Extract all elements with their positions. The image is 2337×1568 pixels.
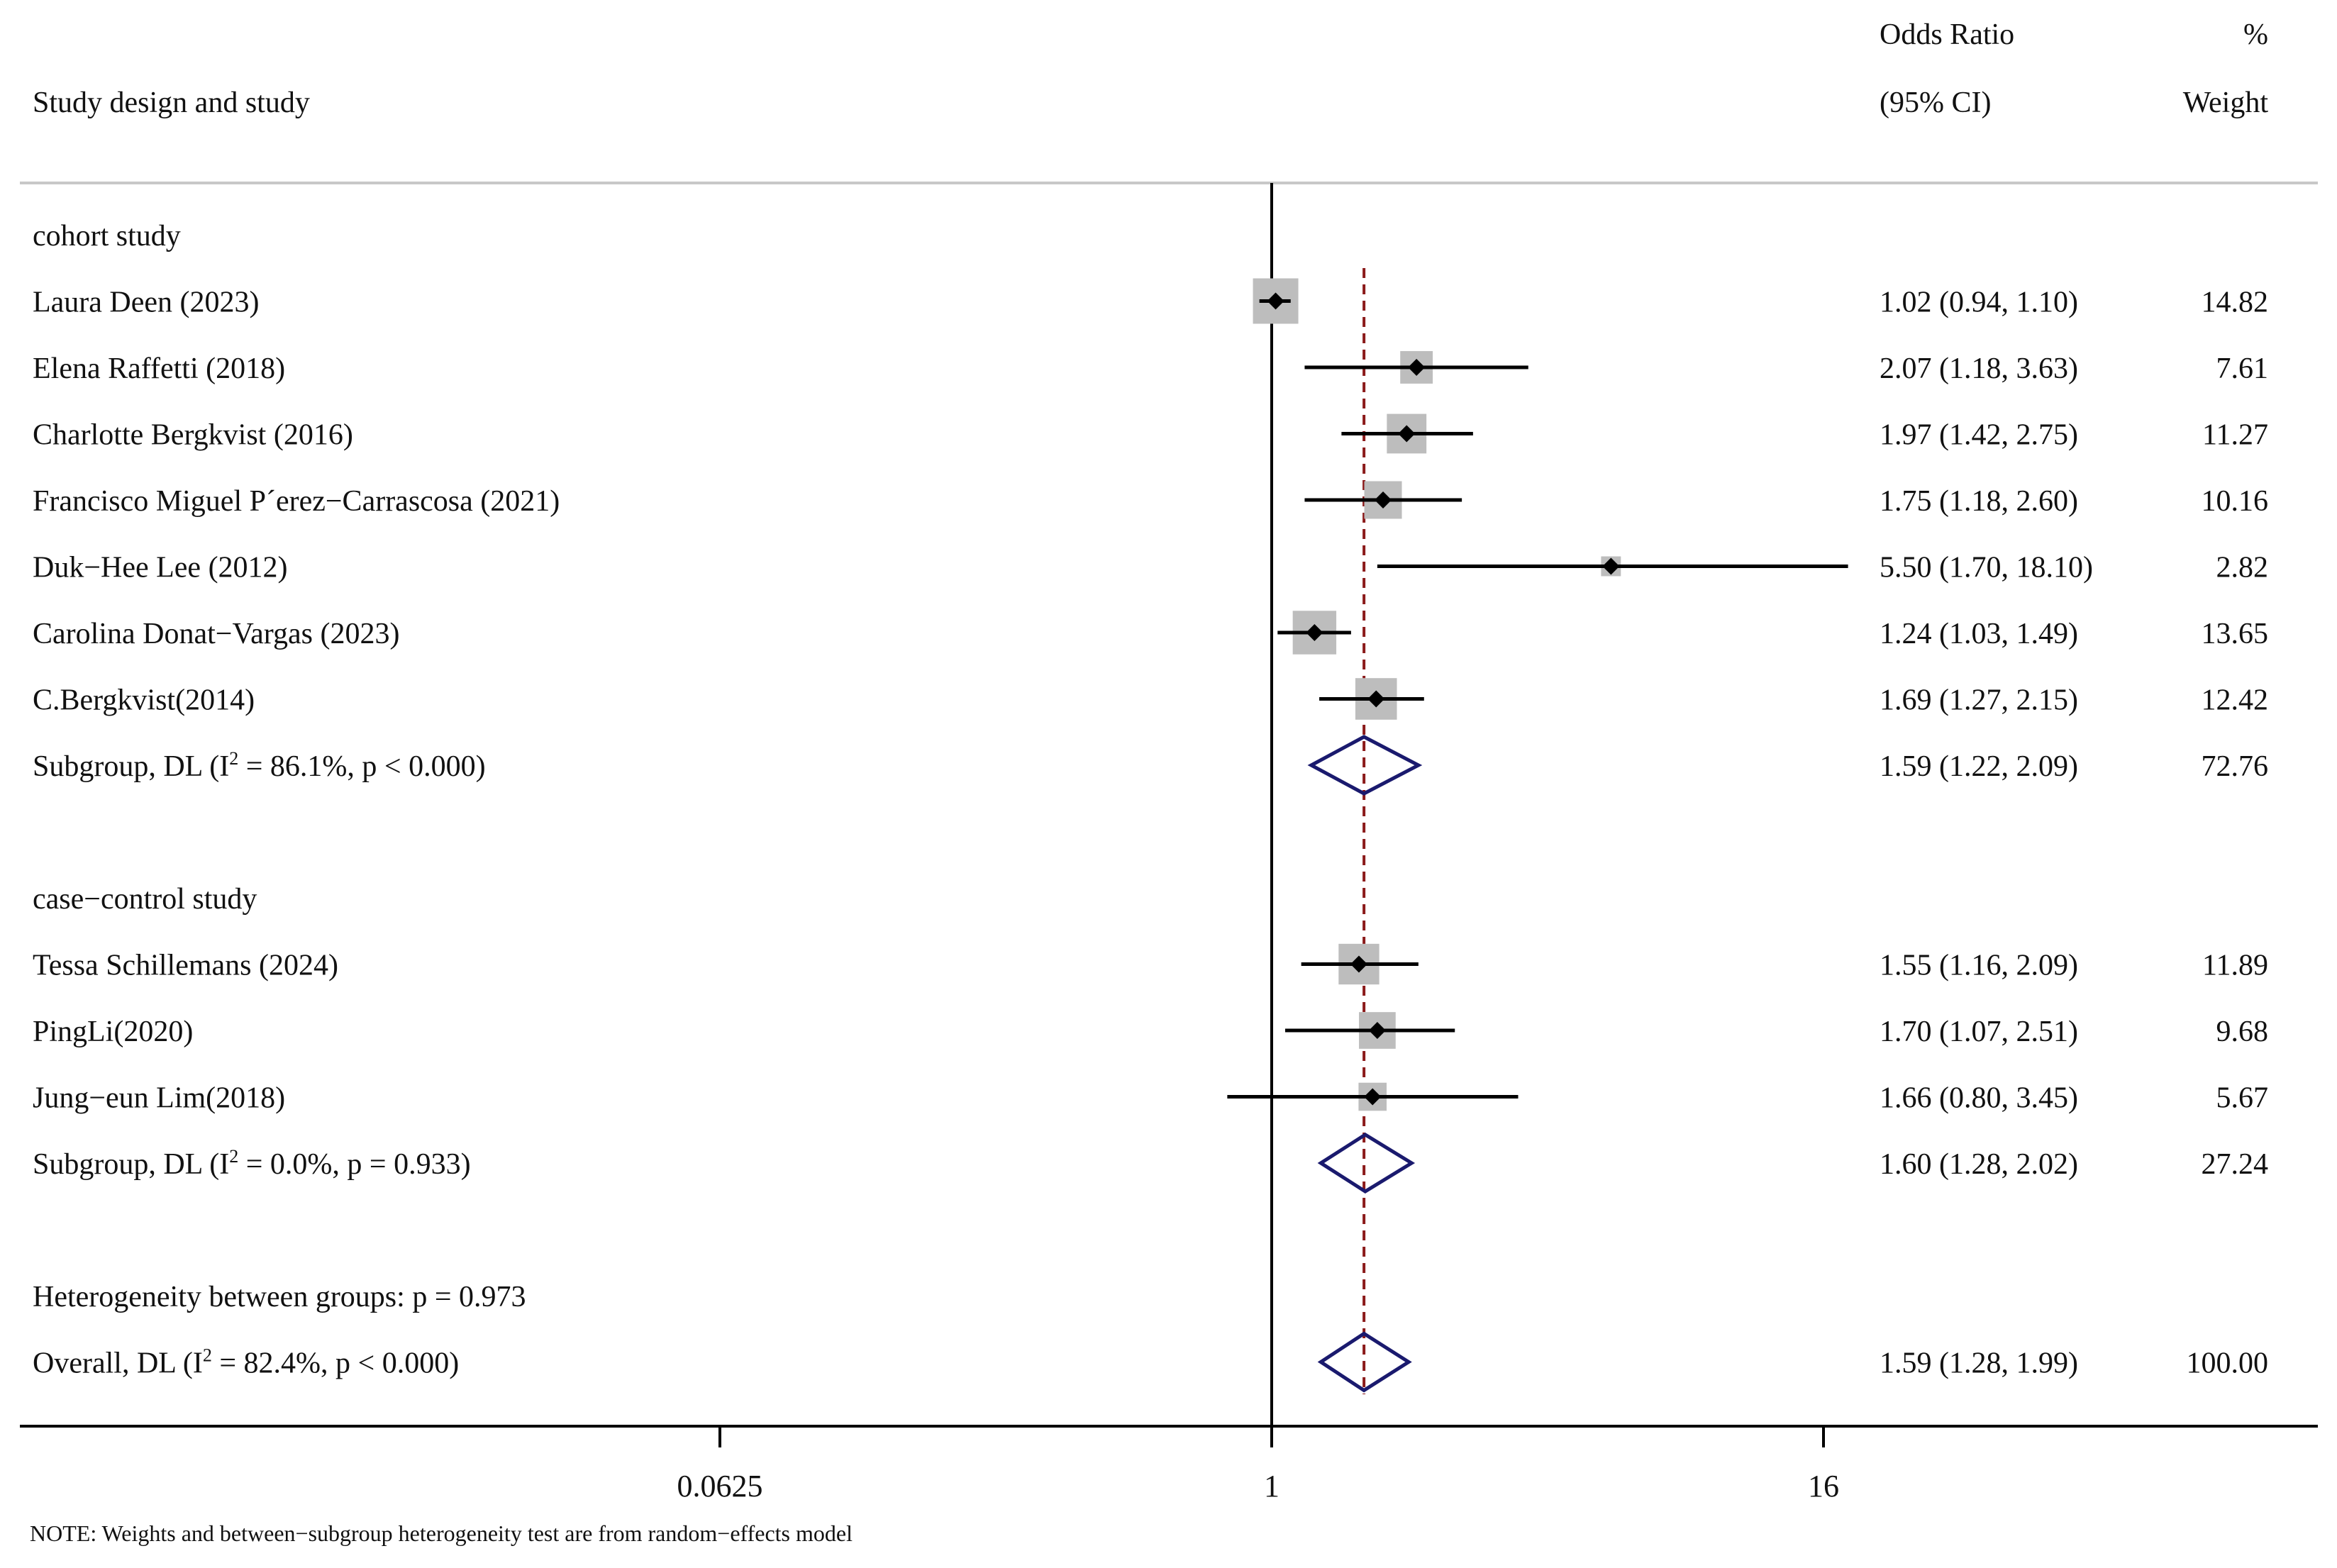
header-or-line1: Odds Ratio bbox=[1880, 18, 2014, 51]
subgroup-label-pre: Subgroup, DL (I bbox=[33, 750, 229, 783]
study-label: Carolina Donat−Vargas (2023) bbox=[33, 618, 399, 650]
weight-value: 27.24 bbox=[2202, 1148, 2269, 1181]
point-estimate-marker bbox=[1368, 1022, 1386, 1039]
study-label: Francisco Miguel P´erez−Carrascosa (2021… bbox=[33, 485, 560, 518]
point-estimate-marker bbox=[1602, 557, 1620, 575]
group-label: cohort study bbox=[33, 220, 181, 252]
group-label: case−control study bbox=[33, 883, 257, 916]
or-ci-value: 1.24 (1.03, 1.49) bbox=[1880, 618, 2078, 650]
study-label: Laura Deen (2023) bbox=[33, 287, 260, 319]
weight-value: 11.89 bbox=[2202, 950, 2268, 982]
subgroup-diamond bbox=[1307, 735, 1423, 796]
or-ci-value: 1.59 (1.22, 2.09) bbox=[1880, 750, 2078, 783]
point-estimate-marker bbox=[1408, 359, 1426, 376]
point-estimate-marker bbox=[1367, 690, 1385, 708]
weight-value: 10.16 bbox=[2202, 485, 2269, 518]
weight-value: 11.27 bbox=[2202, 419, 2268, 452]
weight-value: 14.82 bbox=[2202, 287, 2269, 319]
x-tick-label: 0.0625 bbox=[677, 1469, 763, 1503]
group-label: Heterogeneity between groups: p = 0.973 bbox=[33, 1281, 526, 1313]
header-weight-line2: Weight bbox=[2183, 87, 2269, 119]
weight-value: 7.61 bbox=[2216, 352, 2269, 385]
overall-label-post: = 82.4%, p < 0.000) bbox=[212, 1347, 459, 1380]
point-estimate-marker bbox=[1375, 491, 1392, 508]
point-estimate-marker bbox=[1398, 425, 1416, 443]
x-tick-label: 16 bbox=[1808, 1469, 1839, 1503]
or-ci-value: 1.66 (0.80, 3.45) bbox=[1880, 1082, 2078, 1115]
study-label: PingLi(2020) bbox=[33, 1016, 193, 1048]
header-weight-line1: % bbox=[2243, 18, 2268, 51]
subgroup-label-post: = 86.1%, p < 0.000) bbox=[238, 750, 485, 783]
or-ci-value: 1.97 (1.42, 2.75) bbox=[1880, 419, 2078, 452]
or-ci-value: 1.75 (1.18, 2.60) bbox=[1880, 485, 2078, 518]
subgroup-label-post: = 0.0%, p = 0.933) bbox=[238, 1148, 470, 1181]
weight-value: 2.82 bbox=[2216, 552, 2269, 584]
weight-value: 5.67 bbox=[2216, 1082, 2269, 1115]
or-ci-value: 5.50 (1.70, 18.10) bbox=[1880, 552, 2093, 584]
point-estimate-marker bbox=[1350, 955, 1367, 973]
weight-value: 100.00 bbox=[2187, 1347, 2269, 1380]
or-ci-value: 1.59 (1.28, 1.99) bbox=[1880, 1347, 2078, 1380]
subgroup-diamond bbox=[1317, 1133, 1416, 1194]
study-label: Duk−Hee Lee (2012) bbox=[33, 552, 288, 584]
or-ci-value: 1.69 (1.27, 2.15) bbox=[1880, 684, 2078, 717]
header-or-line2: (95% CI) bbox=[1880, 87, 1991, 119]
or-ci-value: 1.60 (1.28, 2.02) bbox=[1880, 1148, 2078, 1181]
study-label: C.Bergkvist(2014) bbox=[33, 684, 255, 717]
subgroup-label: Subgroup, DL (I2 = 0.0%, p = 0.933) bbox=[33, 1146, 471, 1181]
weight-value: 9.68 bbox=[2216, 1016, 2269, 1048]
point-estimate-marker bbox=[1364, 1088, 1382, 1106]
weight-value: 72.76 bbox=[2202, 750, 2269, 783]
point-estimate-marker bbox=[1267, 292, 1284, 310]
study-label: Jung−eun Lim(2018) bbox=[33, 1082, 285, 1115]
header-study-label: Study design and study bbox=[33, 87, 310, 119]
point-estimate-marker bbox=[1306, 624, 1323, 641]
study-label: Tessa Schillemans (2024) bbox=[33, 950, 338, 982]
weight-value: 12.42 bbox=[2202, 684, 2269, 717]
or-ci-value: 1.70 (1.07, 2.51) bbox=[1880, 1016, 2078, 1048]
subgroup-label-pre: Subgroup, DL (I bbox=[33, 1148, 229, 1181]
or-ci-value: 1.55 (1.16, 2.09) bbox=[1880, 950, 2078, 982]
overall-label: Overall, DL (I2 = 82.4%, p < 0.000) bbox=[33, 1345, 459, 1380]
footnote: NOTE: Weights and between−subgroup heter… bbox=[30, 1520, 853, 1546]
or-ci-value: 1.02 (0.94, 1.10) bbox=[1880, 287, 2078, 319]
overall-diamond bbox=[1317, 1331, 1412, 1393]
subgroup-label-sup: 2 bbox=[229, 748, 238, 769]
overall-label-pre: Overall, DL (I bbox=[33, 1347, 203, 1380]
subgroup-label-sup: 2 bbox=[229, 1146, 238, 1167]
or-ci-value: 2.07 (1.18, 3.63) bbox=[1880, 352, 2078, 385]
study-label: Elena Raffetti (2018) bbox=[33, 352, 285, 385]
study-label: Charlotte Bergkvist (2016) bbox=[33, 419, 353, 452]
subgroup-label: Subgroup, DL (I2 = 86.1%, p < 0.000) bbox=[33, 748, 486, 783]
weight-value: 13.65 bbox=[2202, 618, 2269, 650]
overall-label-sup: 2 bbox=[203, 1345, 212, 1366]
x-tick-label: 1 bbox=[1264, 1469, 1279, 1503]
